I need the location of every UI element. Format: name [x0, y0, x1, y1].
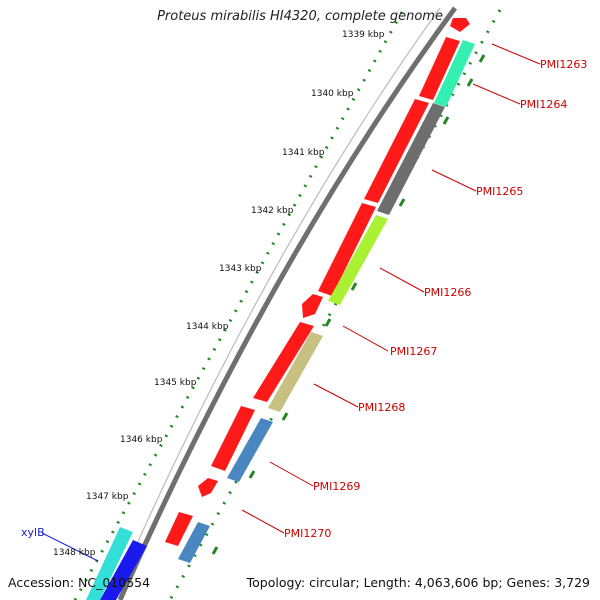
cog-box-pmi1268 — [268, 332, 323, 412]
inner-ticks — [211, 54, 486, 555]
gene-label-pmi1270[interactable]: PMI1270 — [284, 527, 331, 540]
cog-box-pmi1269 — [227, 418, 273, 482]
gene-label-pmi1267[interactable]: PMI1267 — [390, 345, 437, 358]
cog-track — [86, 40, 475, 600]
gene-label-pmi1266[interactable]: PMI1266 — [424, 286, 471, 299]
cds-arrow-pmi1264 — [419, 37, 460, 100]
scale-label-1343: 1343 kbp — [219, 264, 262, 274]
backbone-arc-inner — [111, 7, 441, 600]
accession-text: Accession: NC_010554 — [8, 575, 151, 590]
backbone-arc — [117, 6, 458, 600]
gene-label-xylb[interactable]: xylB — [21, 526, 45, 539]
cog-box-pmi1270 — [178, 522, 210, 563]
scale-label-1346: 1346 kbp — [120, 435, 163, 445]
gene-label-pmi1268[interactable]: PMI1268 — [358, 401, 405, 414]
cog-box-xylb-cyan — [86, 527, 133, 600]
cds-arrow-pmi1263 — [450, 18, 470, 32]
scale-label-1342: 1342 kbp — [251, 206, 294, 216]
cog-box-pmi1265 — [377, 103, 445, 215]
cds-arrow-pmi1268 — [253, 322, 314, 402]
scale-label-1340: 1340 kbp — [311, 89, 354, 99]
gene-label-pmi1269[interactable]: PMI1269 — [313, 480, 360, 493]
cog-box-pmi1264 — [434, 40, 475, 107]
cds-arrow-pmi1266 — [318, 203, 376, 296]
cds-arrow-pmi1265 — [364, 99, 429, 203]
leader-lines — [241, 43, 541, 534]
scale-dotted-line-outer — [73, 11, 404, 600]
gene-label-pmi1263[interactable]: PMI1263 — [540, 58, 587, 71]
cds-arrow-xylb — [165, 512, 193, 546]
topology-text: Topology: circular; Length: 4,063,606 bp… — [246, 575, 590, 590]
scale-label-1345: 1345 kbp — [154, 378, 197, 388]
scale-label-1339: 1339 kbp — [342, 30, 385, 40]
scale-label-1348: 1348 kbp — [53, 548, 96, 558]
leader-line-xylb — [41, 532, 99, 562]
scale-label-1347: 1347 kbp — [86, 492, 129, 502]
map-title: Proteus mirabilis HI4320, complete genom… — [157, 9, 443, 24]
cds-arrow-pmi1267 — [302, 294, 323, 318]
cog-box-pmi1266 — [328, 215, 388, 305]
cds-arrow-pmi1269 — [211, 406, 255, 471]
cog-box-xylb-blue — [100, 540, 147, 600]
scale-label-1344: 1344 kbp — [186, 322, 229, 332]
cds-track — [165, 18, 470, 546]
gene-label-pmi1265[interactable]: PMI1265 — [476, 185, 523, 198]
cds-arrow-pmi1270 — [198, 478, 218, 497]
scale-label-1341: 1341 kbp — [282, 148, 325, 158]
gene-label-pmi1264[interactable]: PMI1264 — [520, 98, 567, 111]
